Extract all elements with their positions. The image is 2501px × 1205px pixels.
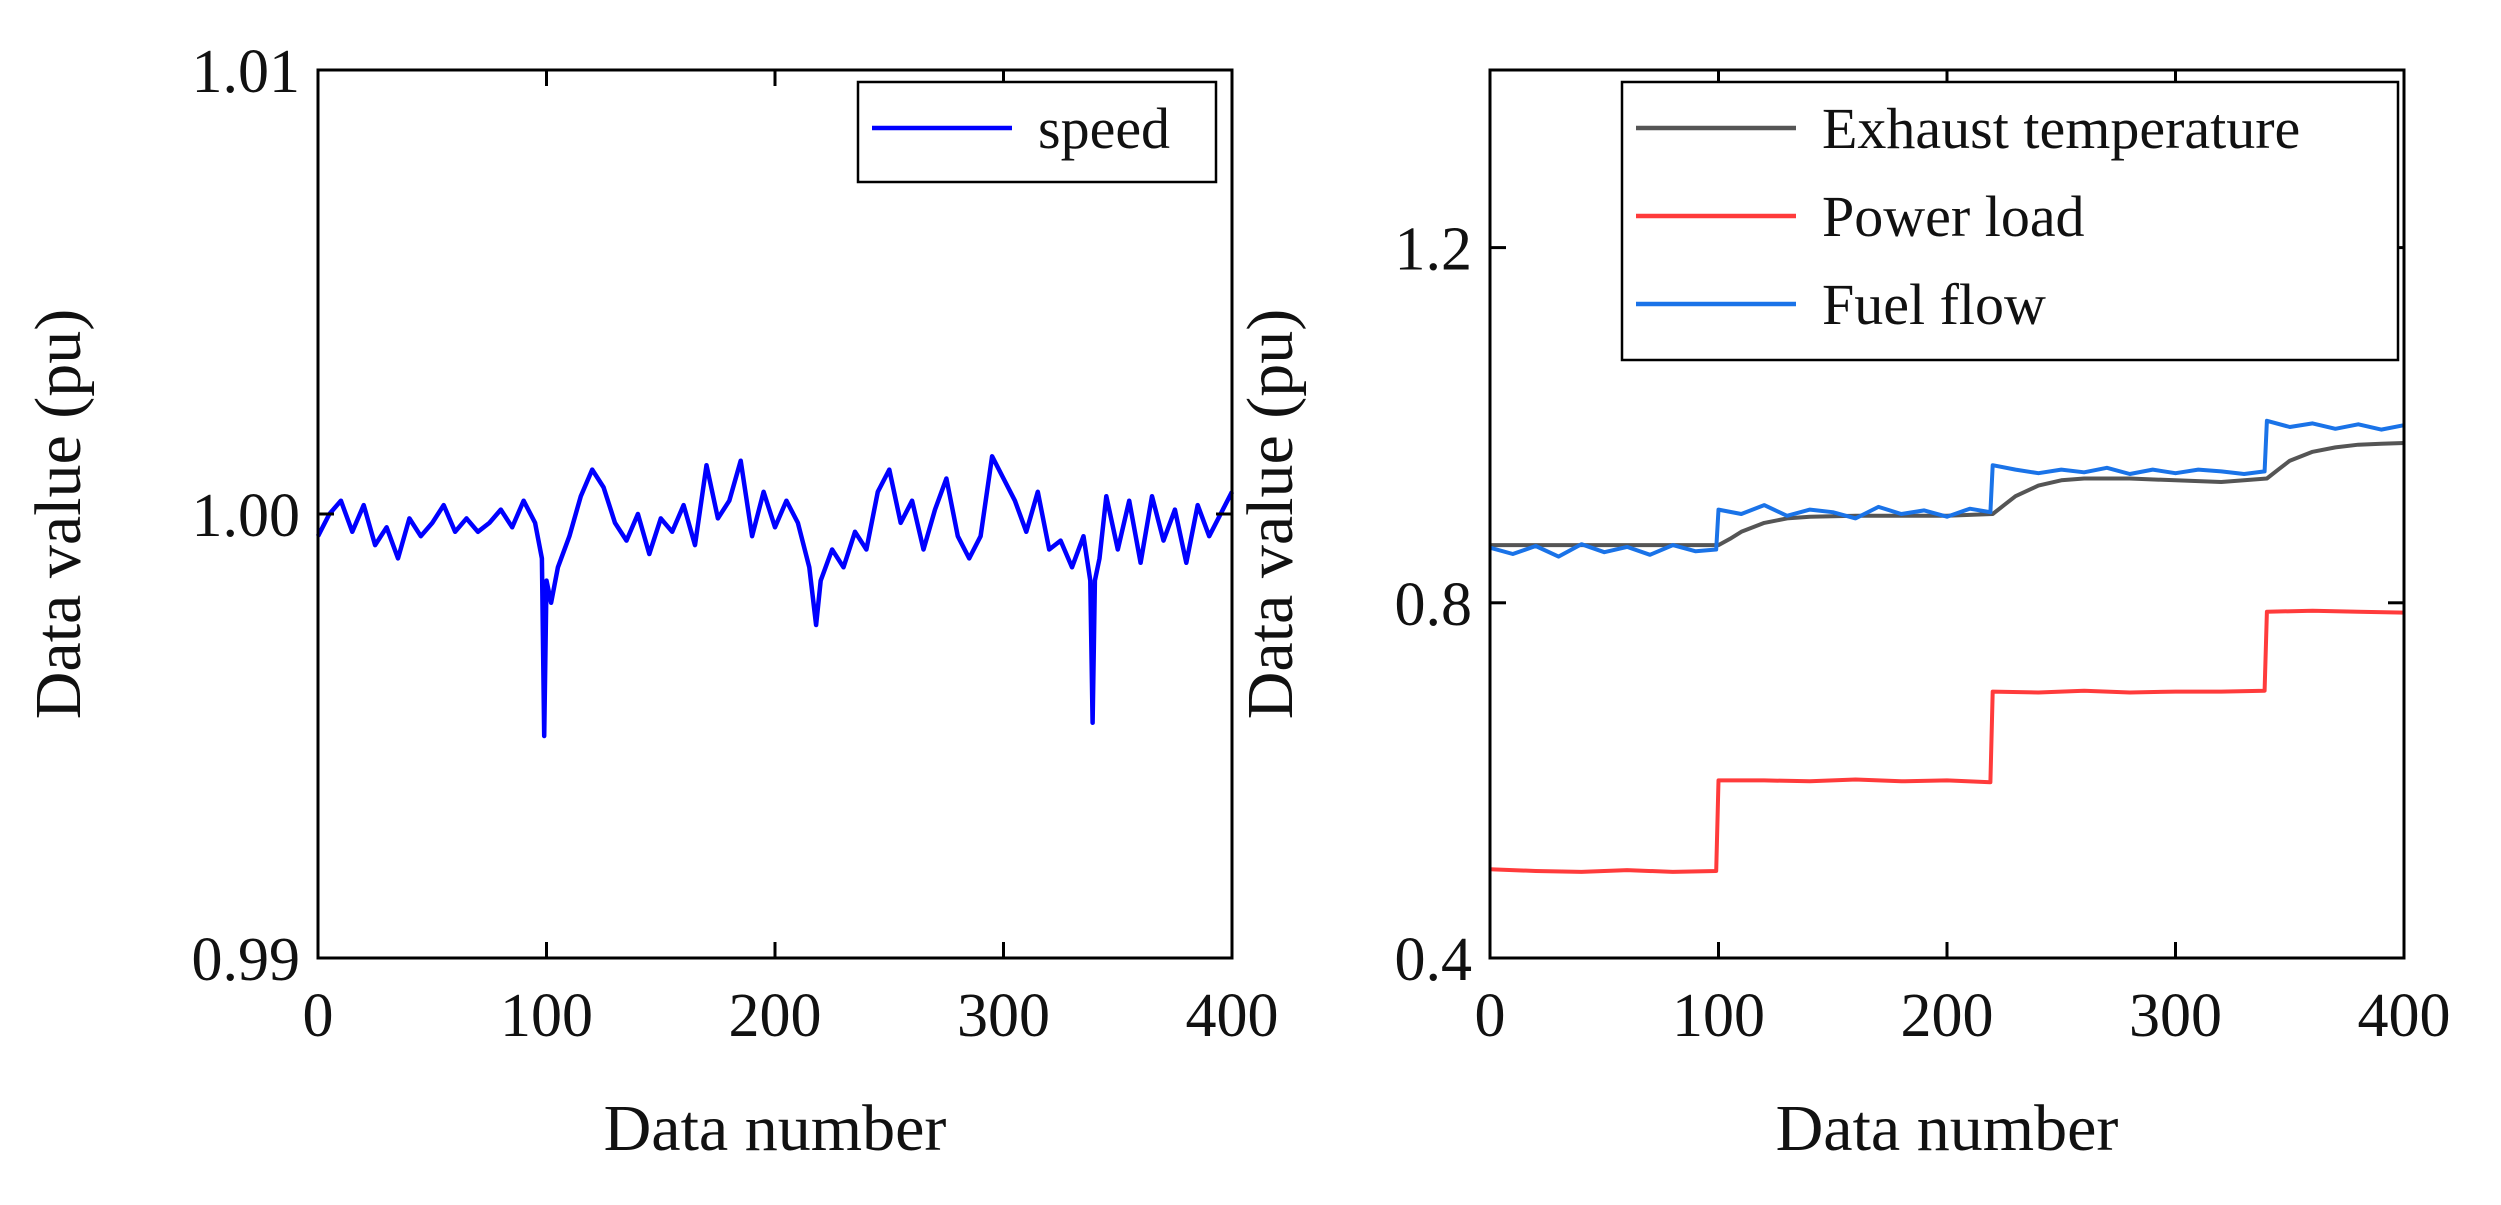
- x-tick-label: 200: [1901, 982, 1994, 1050]
- x-tick-label: 400: [2358, 982, 2451, 1050]
- x-tick-label: 300: [2129, 982, 2222, 1050]
- legend-label-1: Power load: [1822, 184, 2085, 249]
- speed-chart: 0 100 200 300 400 0.99 1.00 1.01 Data number Data…: [22, 38, 1279, 1165]
- y-axis-title: Data value (pu): [22, 309, 95, 719]
- y-tick-label: 0.8: [1395, 571, 1473, 639]
- x-tick-label: 300: [957, 982, 1050, 1050]
- y-tick-label: 0.4: [1395, 926, 1473, 994]
- x-tick-label: 200: [729, 982, 822, 1050]
- x-tick-label: 0: [1475, 982, 1506, 1050]
- x-axis-title: Data number: [1776, 1092, 2119, 1165]
- y-tick-label: 1.01: [192, 38, 301, 106]
- series-line-0: [1490, 441, 2405, 548]
- y-tick-label: 1.2: [1395, 216, 1473, 284]
- y-tick-label: 0.99: [192, 926, 301, 994]
- y-axis-title: Data value (pu): [1234, 309, 1307, 719]
- legend-label-0: Exhaust temperature: [1822, 96, 2300, 161]
- legend-label-2: Fuel flow: [1822, 272, 2046, 337]
- x-tick-label: 100: [1672, 982, 1765, 1050]
- series-line-0: [315, 454, 1235, 739]
- series-line-2: [1489, 418, 2405, 559]
- x-tick-label: 100: [500, 982, 593, 1050]
- legend: speed: [856, 80, 1218, 184]
- x-tick-label: 400: [1186, 982, 1279, 1050]
- legend-box: [856, 80, 1218, 184]
- plot-frame: [316, 68, 1234, 960]
- legend: Exhaust temperature Power load Fuel flow: [1620, 80, 2400, 362]
- y-tick-label: 1.00: [192, 482, 301, 550]
- x-tick-label: 0: [303, 982, 334, 1050]
- series-line-1: [1489, 608, 2405, 874]
- legend-label-0: speed: [1038, 96, 1170, 161]
- multi-series-chart: 0 100 200 300 400 0.4 0.8 1.2 Data number Data va…: [1234, 68, 2451, 1165]
- x-axis-title: Data number: [604, 1092, 947, 1165]
